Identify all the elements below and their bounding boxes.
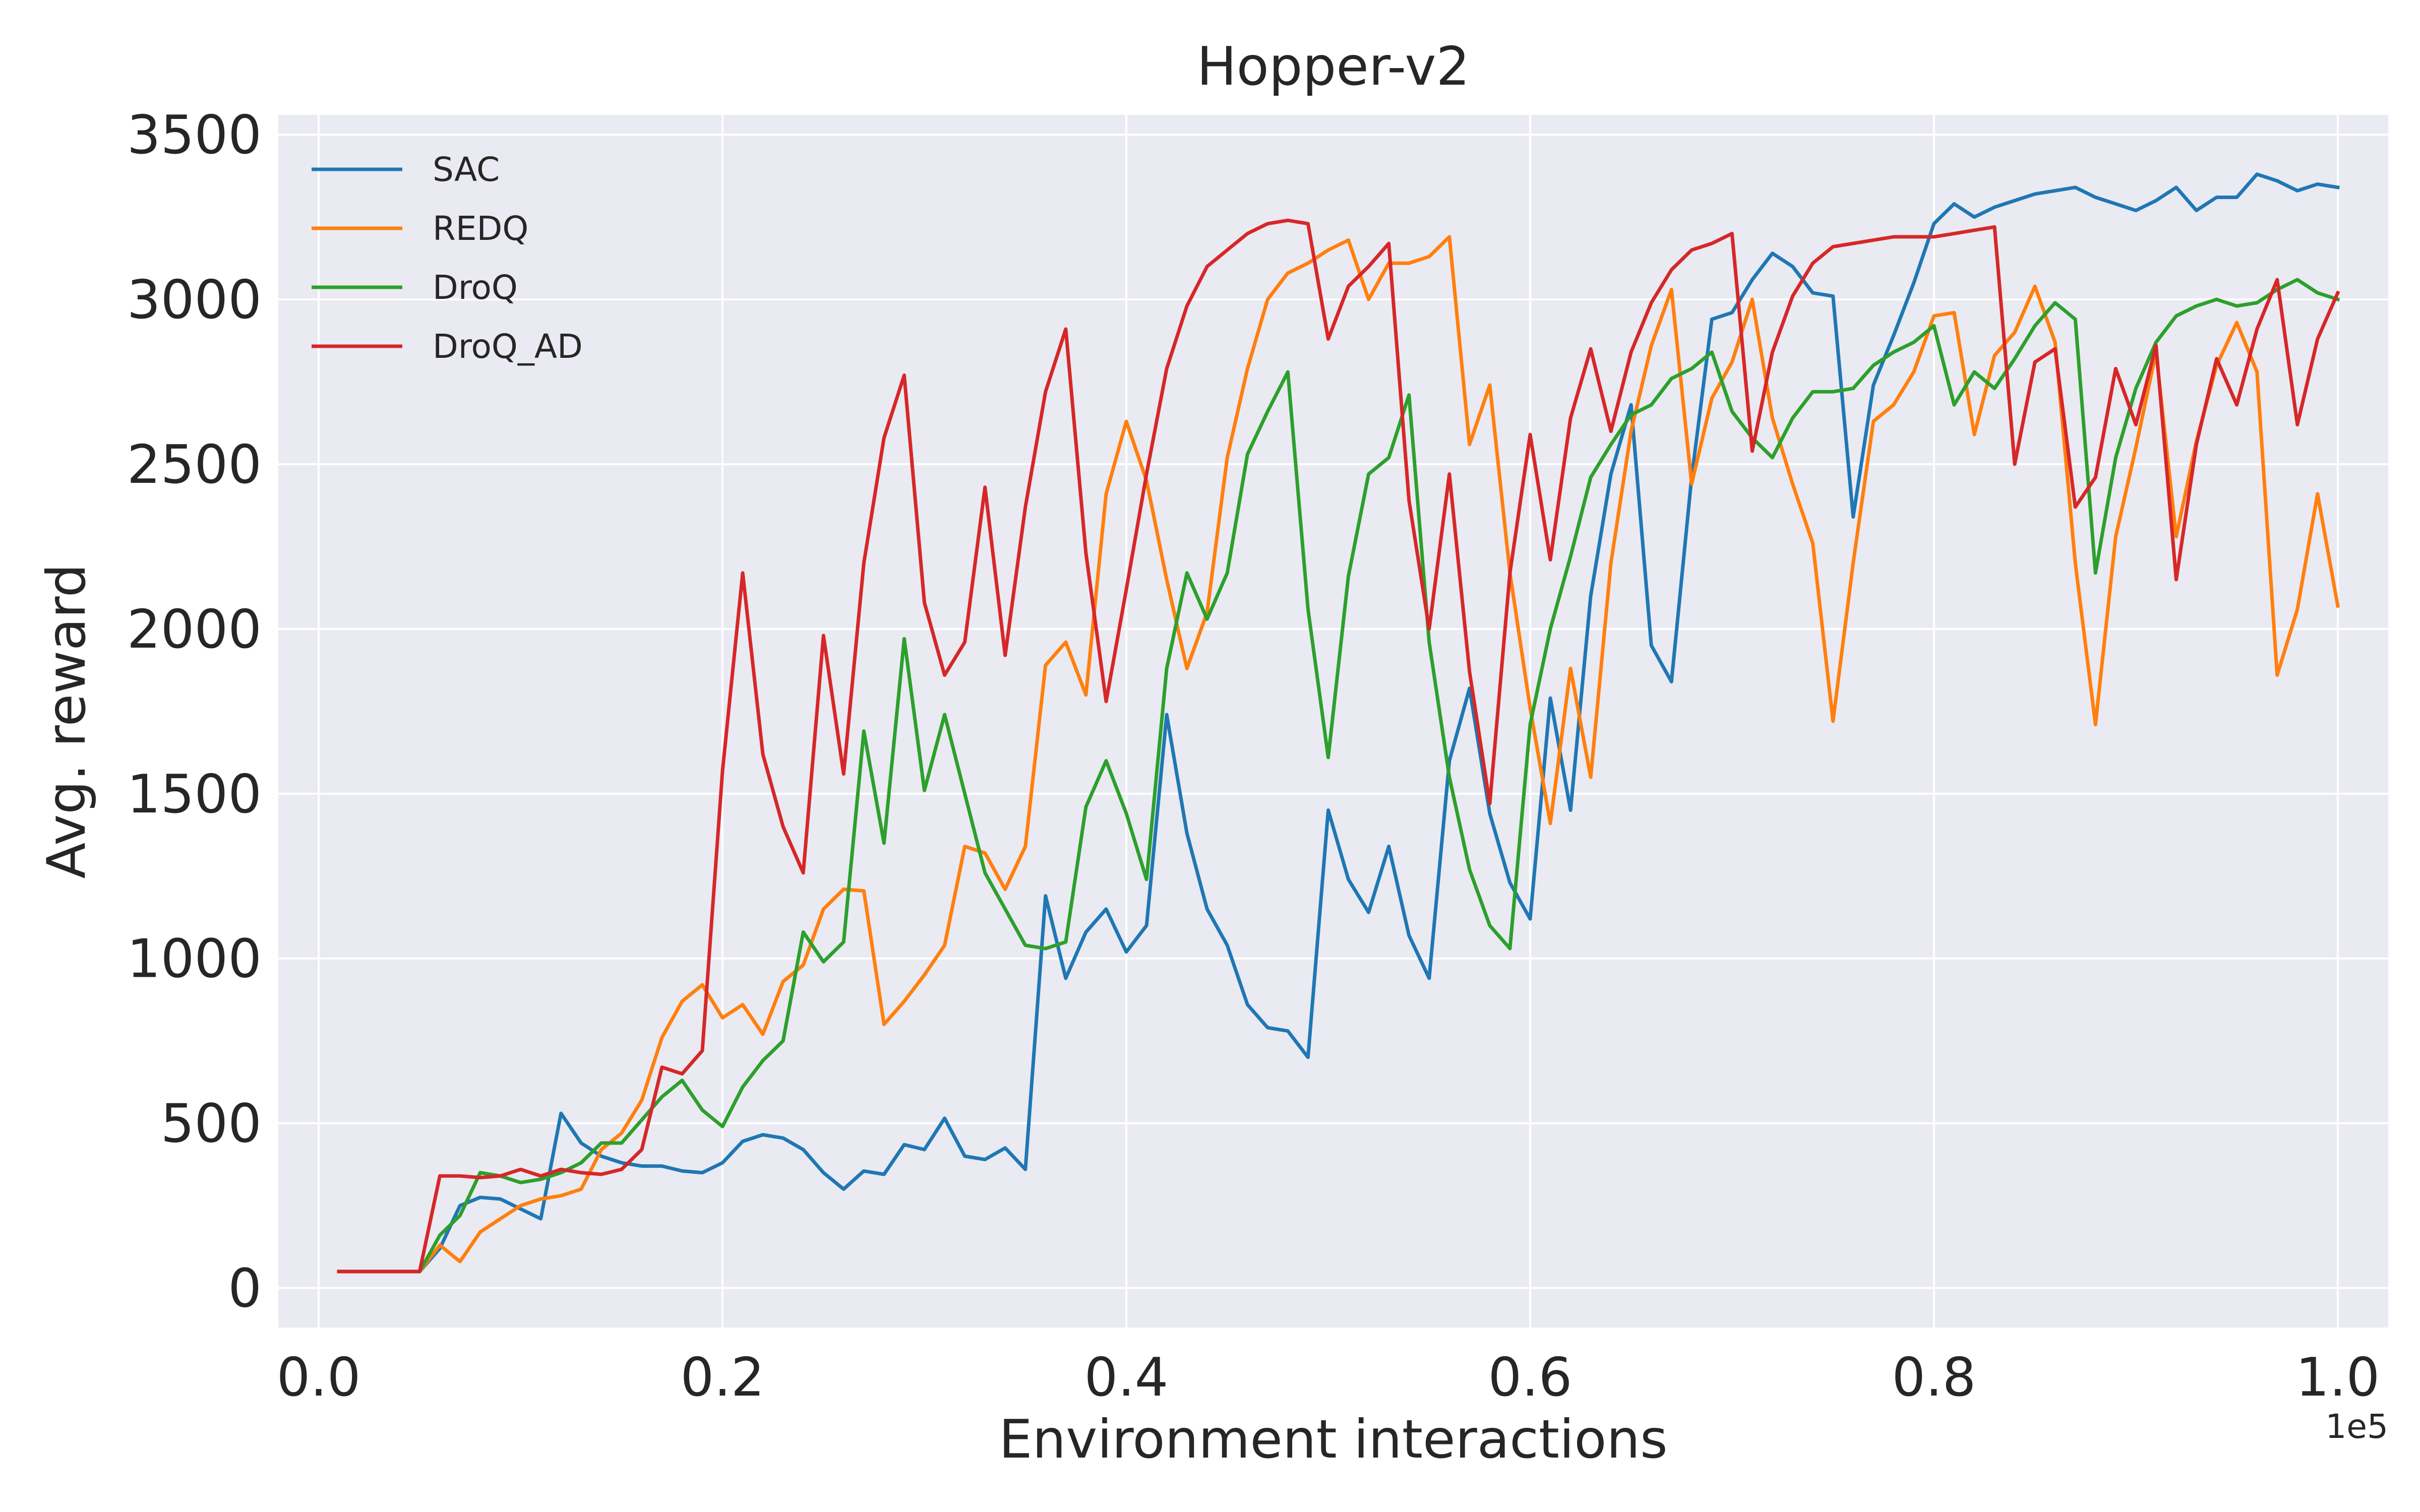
x-tick-label: 0.2 (681, 1347, 765, 1408)
series-line-droq (337, 278, 2340, 1274)
legend-label: DroQ_AD (433, 327, 583, 366)
y-axis-label: Avg. reward (36, 564, 97, 879)
legend-label: SAC (433, 150, 500, 189)
y-tick-label: 3000 (127, 269, 262, 331)
y-tick-label: 0 (228, 1258, 262, 1319)
chart-title: Hopper-v2 (1197, 36, 1470, 97)
y-tick-label: 1000 (127, 928, 262, 990)
y-tick-label: 3500 (127, 104, 262, 166)
y-tick-label: 2000 (127, 599, 262, 660)
y-tick-labels: 0 500 1000 1500 2000 2500 3000 3500 (127, 104, 262, 1319)
legend: SAC REDQ DroQ DroQ_AD (312, 150, 583, 366)
x-tick-label: 1.0 (2295, 1347, 2380, 1408)
series-line-sac (337, 172, 2340, 1274)
x-axis-label: Environment interactions (999, 1409, 1667, 1470)
y-tick-label: 2500 (127, 434, 262, 495)
legend-label: REDQ (433, 209, 528, 248)
x-tick-label: 0.0 (277, 1347, 361, 1408)
legend-label: DroQ (433, 268, 518, 307)
x-tick-label: 0.6 (1488, 1347, 1572, 1408)
x-tick-label: 0.8 (1892, 1347, 1976, 1408)
y-tick-label: 1500 (127, 764, 262, 825)
y-tick-label: 500 (161, 1093, 262, 1155)
x-tick-labels: 0.0 0.2 0.4 0.6 0.8 1.0 (277, 1347, 2380, 1408)
series-lines (337, 172, 2340, 1274)
x-tick-label: 0.4 (1084, 1347, 1169, 1408)
series-line-droq-ad (337, 218, 2340, 1274)
x-axis-offset-label: 1e5 (2325, 1407, 2388, 1446)
